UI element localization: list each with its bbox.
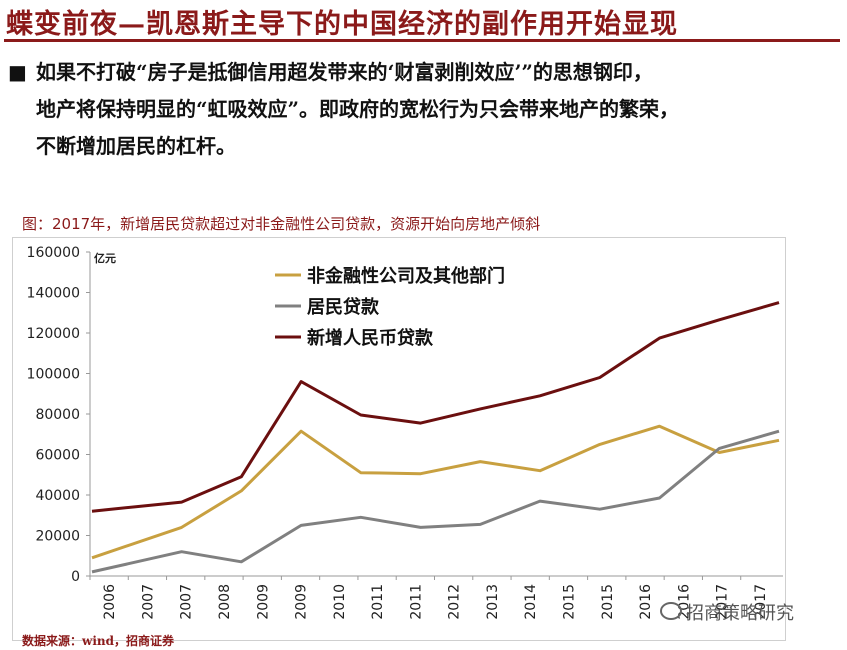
series-line-2 xyxy=(91,429,780,574)
watermark: 招商策略研究 xyxy=(660,599,794,625)
y-tick-label: 60000 xyxy=(35,448,80,464)
y-tick-label: 160000 xyxy=(27,245,80,261)
y-tick-label: 40000 xyxy=(35,488,80,504)
x-tick-label: 2010 xyxy=(332,584,348,620)
series-line-3 xyxy=(91,301,780,513)
chart-title: 图：2017年，新增居民贷款超过对非金融性公司贷款，资源开始向房地产倾斜 xyxy=(22,215,541,233)
x-tick-label: 2011 xyxy=(408,584,424,620)
x-tick-label: 2009 xyxy=(294,584,310,620)
x-tick-label: 2008 xyxy=(217,584,233,620)
x-tick-label: 2016 xyxy=(638,584,654,620)
x-tick-label: 2012 xyxy=(447,584,463,620)
bullet-paragraph: ■ 如果不打破“房子是抵御信用超发带来的‘财富剥削效应’”的思想钢印， 地产将保持… xyxy=(8,54,843,165)
slide-title: 蝶变前夜—凯恩斯主导下的中国经济的副作用开始显现 xyxy=(6,9,678,40)
x-tick-label: 2011 xyxy=(370,584,386,620)
y-tick-label: 80000 xyxy=(35,407,80,423)
x-tick-label: 2009 xyxy=(255,584,271,620)
y-tick-label: 120000 xyxy=(27,326,80,342)
x-tick-label: 2014 xyxy=(523,584,539,620)
bullet-line-1: ■ 如果不打破“房子是抵御信用超发带来的‘财富剥削效应’”的思想钢印， xyxy=(8,54,843,91)
x-tick-label: 2015 xyxy=(561,584,577,620)
x-tick-label: 2007 xyxy=(179,584,195,620)
x-tick-label: 2017 xyxy=(715,584,731,620)
chart-frame: 0 20000 40000 60000 80000 100000 120000 140000 1… xyxy=(12,237,786,641)
bullet-line-2: 地产将保持明显的“虹吸效应”。即政府的宽松行为只会带来地产的繁荣， xyxy=(36,97,680,121)
x-tick-label: 2015 xyxy=(600,584,616,620)
y-unit-label: 亿元 xyxy=(94,251,116,265)
x-tick-label: 2006 xyxy=(102,584,118,620)
bullet-square-icon: ■ xyxy=(8,60,27,84)
legend-label-1: 非金融性公司及其他部门 xyxy=(307,265,505,287)
y-tick-label: 100000 xyxy=(27,367,80,383)
y-tick-label: 20000 xyxy=(35,529,80,545)
x-tick-label: 2013 xyxy=(485,584,501,620)
y-tick-label: 0 xyxy=(71,569,80,585)
data-source: 数据来源：wind，招商证券 xyxy=(22,634,175,648)
x-tick-label: 2007 xyxy=(140,584,156,620)
wechat-icon xyxy=(660,602,682,620)
bullet-line-3: 不断增加居民的杠杆。 xyxy=(36,134,236,158)
series-line-1 xyxy=(91,424,780,560)
legend-label-3: 新增人民币贷款 xyxy=(307,327,434,349)
bullet-text-1: 如果不打破“房子是抵御信用超发带来的‘财富剥削效应’”的思想钢印， xyxy=(36,60,653,84)
y-tick-label: 140000 xyxy=(27,286,80,302)
legend-label-2: 居民贷款 xyxy=(307,296,380,318)
x-tick-label: 2017 xyxy=(753,584,769,620)
watermark-text: 招商策略研究 xyxy=(686,603,794,624)
line-chart: 0 20000 40000 60000 80000 100000 120000 140000 1… xyxy=(27,245,783,620)
title-divider xyxy=(4,39,840,42)
